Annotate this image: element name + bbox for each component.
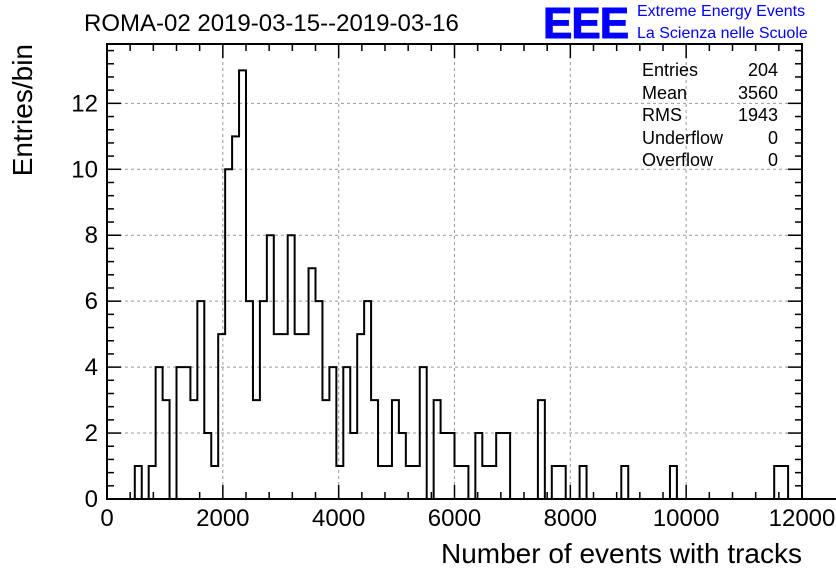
stat-value: 3560 [737, 82, 778, 103]
y-tick-labels: 0 2 4 6 8 10 12 [71, 90, 98, 513]
y-axis-title: Entries/bin [7, 44, 38, 176]
chart-title: ROMA-02 2019-03-15--2019-03-16 [84, 10, 459, 37]
stat-entries: Entries 204 [642, 59, 778, 82]
stat-label: Overflow [642, 150, 714, 170]
stat-value: 1943 [737, 105, 778, 125]
logo-line-2: La Scienza nelle Scuole [637, 25, 808, 42]
x-tick-label: 6000 [428, 505, 481, 532]
stat-overflow: Overflow 0 [642, 149, 778, 172]
y-tick-label: 10 [71, 156, 98, 183]
x-tick-label: 12000 [769, 505, 836, 532]
y-tick-label: 6 [85, 288, 98, 315]
stat-rms: RMS 1943 [642, 104, 778, 127]
x-tick-label: 4000 [312, 505, 365, 532]
stat-label: Entries [642, 60, 699, 80]
y-tick-label: 2 [85, 420, 98, 447]
x-tick-label: 8000 [544, 505, 597, 532]
grid-lines [107, 44, 802, 499]
y-tick-label: 12 [71, 90, 98, 117]
logo-line-1: Extreme Energy Events [637, 3, 806, 20]
axis-ticks [106, 44, 803, 500]
stat-label: RMS [642, 105, 682, 125]
stat-underflow: Underflow 0 [642, 127, 778, 150]
x-axis-title: Number of events with tracks [441, 538, 802, 569]
stat-value: 0 [767, 127, 778, 148]
y-tick-label: 8 [85, 222, 98, 249]
y-tick-label: 4 [85, 354, 98, 381]
stat-value: 204 [747, 60, 778, 80]
stat-value: 0 [767, 150, 778, 170]
stat-label: Mean [642, 82, 688, 103]
statistics-box: Entries 204 Mean 3560 RMS 1943 Underflow… [642, 59, 778, 172]
x-tick-label: 2000 [196, 505, 249, 532]
y-tick-label: 0 [85, 486, 98, 513]
eee-logo: EEE [542, 0, 629, 48]
stat-mean: Mean 3560 [642, 82, 778, 105]
x-tick-labels: 0 2000 4000 6000 8000 10000 12000 [100, 505, 835, 532]
x-tick-label: 10000 [653, 505, 720, 532]
stat-label: Underflow [642, 127, 724, 148]
x-tick-label: 0 [100, 505, 113, 532]
